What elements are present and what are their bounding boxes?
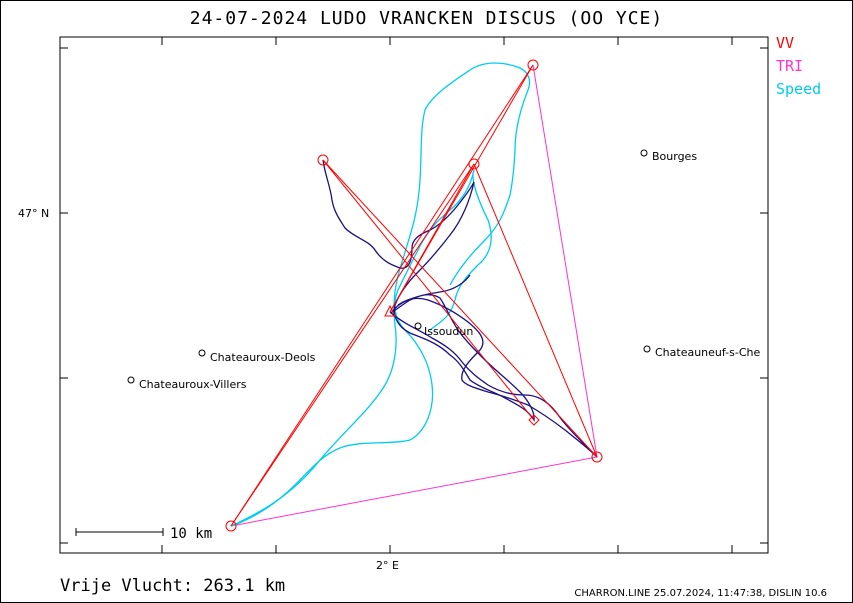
place-chateauneuf: Chateauneuf-s-Che <box>655 346 761 359</box>
legend-speed: Speed <box>776 80 822 98</box>
lat-label: 47° N <box>18 207 50 220</box>
speed-track-2 <box>230 62 531 527</box>
map-title: 24-07-2024 LUDO VRANCKEN DISCUS (OO YCE) <box>189 8 664 29</box>
flight-track-2 <box>389 297 598 458</box>
tri-line <box>230 64 598 527</box>
scale-bar <box>75 528 164 536</box>
speed-track-1 <box>230 169 492 527</box>
map-frame <box>59 36 769 554</box>
axis-ticks <box>60 37 768 553</box>
place-issoudun: Issoudun <box>424 325 474 338</box>
scale-label: 10 km <box>170 526 213 542</box>
distance-label: Vrije Vlucht: 263.1 km <box>60 576 286 596</box>
legend-vv: VV <box>776 34 795 52</box>
place-chateauroux-deols: Chateauroux-Deols <box>210 351 316 364</box>
place-chateauroux-villers: Chateauroux-Villers <box>139 378 247 391</box>
turnpoints <box>225 59 603 532</box>
vv-lines <box>230 64 598 527</box>
legend-tri: TRI <box>776 57 804 75</box>
footer-info: CHARRON.LINE 25.07.2024, 11:47:38, DISLI… <box>574 588 827 599</box>
place-markers <box>127 149 651 384</box>
lon-label: 2° E <box>376 559 399 572</box>
place-bourges: Bourges <box>652 150 698 163</box>
